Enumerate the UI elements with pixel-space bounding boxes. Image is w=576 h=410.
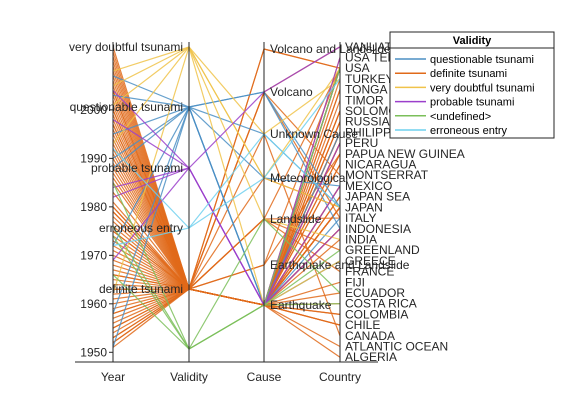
tick-label: Landslide [270,212,322,226]
tick-label: ALGERIA [345,350,397,364]
tick-label: PERU [345,136,378,150]
axis-label-validity: Validity [170,370,208,384]
tick-label: ITALY [345,211,377,225]
tick-label: Unknown Cause [270,127,358,141]
record-line [112,78,341,247]
tick-label: 1960 [80,297,107,311]
tick-label: 1950 [80,345,107,359]
record-line [112,44,341,306]
tick-label: MEXICO [345,179,392,193]
tick-label: 1970 [80,248,107,262]
tick-label: Meteorological [270,171,348,185]
tick-label: TIMOR [345,93,384,107]
tick-label: Earthquake [270,298,332,312]
legend-title: Validity [453,35,492,47]
record-line [112,75,341,208]
tick-label: INDIA [345,232,377,246]
tick-label: questionable tsunami [70,100,183,114]
tick-label: 1990 [80,151,107,165]
tick-label: 1980 [80,200,107,214]
legend: Validity questionable tsunami definite tsu… [389,31,555,139]
tick-label: Volcano and Landslide [270,42,391,56]
tick-label: USA [345,61,370,75]
axes-layer: Year 1950 1960 1970 1980 1990 2000 Validity defi… [69,40,465,384]
legend-item-label: very doubtful tsunami [430,82,535,94]
record-line [112,48,341,291]
tick-label: CANADA [345,329,395,343]
tick-label: TONGA [345,83,387,97]
record-line [112,105,341,314]
tick-label: TURKEY [345,72,394,86]
axis-label-country: Country [319,370,361,384]
record-line [112,46,341,135]
record-line [112,90,341,306]
tick-label: GREECE [345,254,396,268]
tick-label: VANUATU [345,40,401,54]
tick-label: INDONESIA [345,222,411,236]
legend-item-label: erroneous entry [430,125,508,137]
legend-item-label: <undefined> [430,111,491,123]
tick-label: CHILE [345,318,380,332]
polyline-layer [112,44,341,358]
legend-item-label: probable tsunami [430,97,514,109]
record-line [112,45,341,241]
legend-item-label: questionable tsunami [430,54,534,66]
legend-box [389,31,555,139]
tick-label: definite tsunami [99,282,183,296]
record-line [112,68,341,350]
tick-label: very doubtful tsunami [69,40,183,54]
tick-label: Volcano [270,85,313,99]
record-line [112,46,341,208]
tick-label: JAPAN SEA [345,190,410,204]
tick-label: erroneous entry [99,221,183,235]
record-line [112,167,341,307]
tick-label: RUSSIA [345,115,390,129]
tick-label: GREENLAND [345,243,420,257]
tick-label: JAPAN [345,200,383,214]
tick-label: probable tsunami [91,161,183,175]
tick-label: COLOMBIA [345,307,408,321]
tick-label: FRANCE [345,265,394,279]
legend-item-label: definite tsunami [430,68,507,80]
tick-label: MONTSERRAT [345,168,429,182]
tick-label: FIJI [345,275,365,289]
record-line [112,46,341,169]
tick-label: ECUADOR [345,286,405,300]
tick-label: PAPUA NEW GUINEA [345,147,465,161]
record-line [112,133,341,229]
record-line [112,132,341,344]
tick-label: COSTA RICA [345,297,417,311]
record-line [112,90,341,291]
axis-label-year: Year [101,370,125,384]
axis-label-cause: Cause [247,370,282,384]
tick-label: NICARAGUA [345,158,416,172]
tick-label: ATLANTIC OCEAN [345,339,448,353]
tick-label: 2000 [80,103,107,117]
record-line [112,182,341,351]
